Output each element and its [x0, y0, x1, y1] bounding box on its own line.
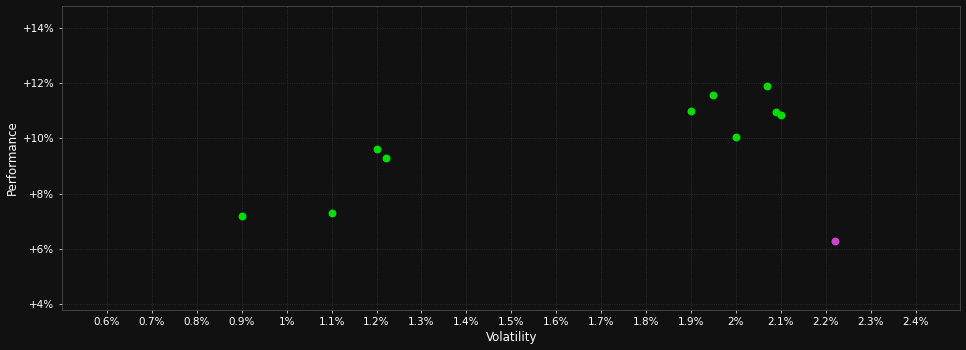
Point — [234, 213, 249, 218]
Point — [759, 83, 775, 89]
Point — [773, 112, 788, 118]
Point — [369, 147, 384, 152]
Point — [706, 93, 722, 98]
Point — [324, 210, 339, 216]
Point — [378, 155, 393, 160]
X-axis label: Volatility: Volatility — [486, 331, 537, 344]
Point — [769, 109, 784, 115]
Y-axis label: Performance: Performance — [6, 120, 18, 195]
Point — [683, 108, 698, 113]
Point — [827, 238, 842, 243]
Point — [728, 134, 744, 140]
